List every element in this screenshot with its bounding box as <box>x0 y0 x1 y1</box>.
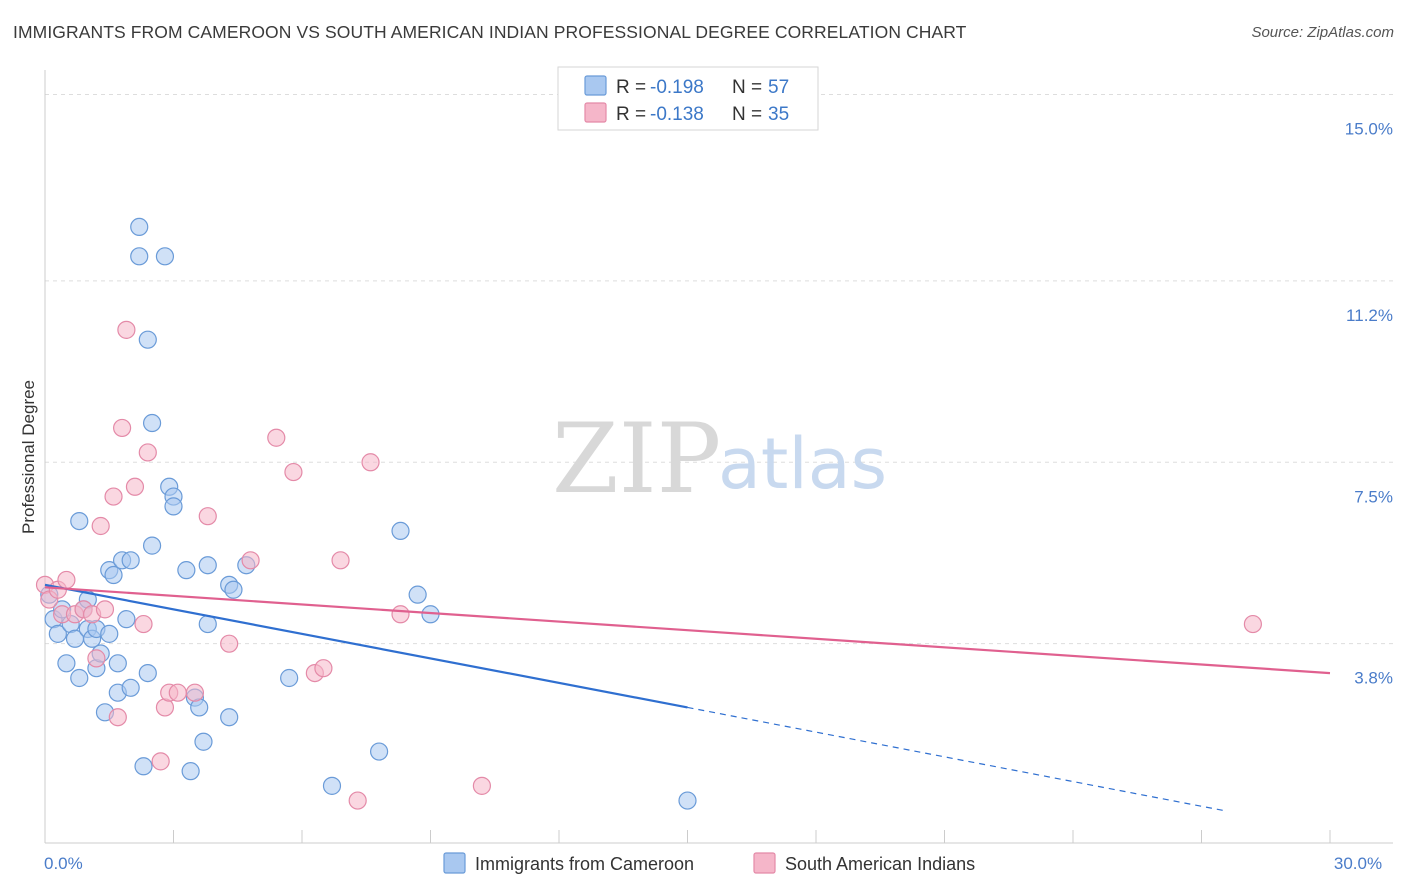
data-point-cameroon <box>130 217 149 237</box>
y-tick-label: 7.5% <box>1354 487 1393 506</box>
data-point-south-american-indians <box>198 507 217 526</box>
series-legend: Immigrants from Cameroon South American … <box>443 852 975 874</box>
x-tick-labels: 0.0% 30.0% <box>44 854 1382 873</box>
data-point-south-american-indians <box>151 752 170 771</box>
watermark-atlas: atlas <box>718 423 887 505</box>
data-point-cameroon <box>138 330 157 349</box>
legend-n-value-cameroon: 57 <box>768 77 789 98</box>
data-point-south-american-indians <box>87 649 106 668</box>
y-tick-label: 15.0% <box>1345 120 1393 139</box>
data-points <box>35 217 1263 810</box>
data-point-cameroon <box>134 757 153 776</box>
data-point-south-american-indians <box>284 462 303 482</box>
data-point-south-american-indians <box>361 453 380 472</box>
data-point-south-american-indians <box>472 776 491 795</box>
y-axis-label: Professional Degree <box>19 380 38 534</box>
data-point-south-american-indians <box>138 443 157 462</box>
series-legend-swatch-south-american-indians <box>753 852 776 874</box>
correlation-legend: R = -0.198 N = 57 R = -0.138 N = 35 <box>557 66 819 131</box>
data-point-cameroon <box>117 610 136 629</box>
data-point-south-american-indians <box>220 634 239 653</box>
data-point-cameroon <box>130 247 149 266</box>
data-point-south-american-indians <box>125 477 145 496</box>
x-tick-label: 0.0% <box>44 854 83 873</box>
y-tick-label: 3.8% <box>1354 669 1393 688</box>
data-point-cameroon <box>100 624 119 643</box>
data-point-south-american-indians <box>112 418 132 438</box>
legend-r-value-south-american-indians: -0.138 <box>650 104 704 125</box>
data-point-cameroon <box>155 247 175 266</box>
data-point-south-american-indians <box>267 428 286 447</box>
data-point-south-american-indians <box>91 516 110 536</box>
data-point-cameroon <box>121 551 140 570</box>
series-legend-label-south-american-indians: South American Indians <box>785 854 975 874</box>
x-tick-label: 30.0% <box>1334 854 1382 873</box>
data-point-cameroon <box>391 521 410 541</box>
data-point-cameroon <box>142 413 162 433</box>
data-point-cameroon <box>104 565 123 585</box>
data-point-south-american-indians <box>95 600 115 619</box>
data-point-cameroon <box>198 556 217 575</box>
data-point-south-american-indians <box>241 551 260 570</box>
data-point-south-american-indians <box>104 487 123 506</box>
data-point-cameroon <box>121 678 140 697</box>
data-point-cameroon <box>70 668 89 688</box>
data-point-south-american-indians <box>1243 614 1263 634</box>
trend-line-cameroon-extension <box>687 706 1224 811</box>
data-point-cameroon <box>370 742 389 761</box>
data-point-cameroon <box>181 762 200 781</box>
data-point-south-american-indians <box>331 551 350 570</box>
data-point-cameroon <box>138 663 157 683</box>
data-point-south-american-indians <box>168 683 187 702</box>
legend-swatch-cameroon <box>584 75 607 96</box>
axes <box>44 70 1393 844</box>
data-point-cameroon <box>108 654 127 673</box>
legend-r-value-cameroon: -0.198 <box>650 77 704 98</box>
data-point-cameroon <box>164 497 183 516</box>
data-point-south-american-indians <box>348 791 367 810</box>
series-legend-swatch-cameroon <box>443 852 466 874</box>
data-point-south-american-indians <box>134 614 153 634</box>
chart-title: IMMIGRANTS FROM CAMEROON VS SOUTH AMERIC… <box>13 22 967 42</box>
legend-r-label-cameroon: R = <box>616 77 646 98</box>
data-point-cameroon <box>57 654 76 673</box>
data-point-south-american-indians <box>57 570 76 590</box>
data-point-cameroon <box>70 511 89 531</box>
data-point-cameroon <box>408 585 427 604</box>
data-point-cameroon <box>224 580 243 599</box>
legend-n-label-cameroon: N = <box>732 77 762 98</box>
legend-swatch-south-american-indians <box>584 102 607 123</box>
data-point-cameroon <box>177 561 196 580</box>
data-point-cameroon <box>322 776 342 795</box>
watermark-zip: ZIP <box>552 403 721 515</box>
data-point-south-american-indians <box>108 708 127 727</box>
legend-n-value-south-american-indians: 35 <box>768 104 789 125</box>
trend-line-cameroon <box>44 583 688 709</box>
data-point-cameroon <box>142 536 162 555</box>
data-point-cameroon <box>194 732 213 751</box>
data-point-cameroon <box>48 624 67 643</box>
trend-line-south-american-indians <box>44 586 1331 675</box>
data-point-cameroon <box>280 668 299 688</box>
data-point-cameroon <box>220 708 239 727</box>
data-point-cameroon <box>678 791 697 810</box>
data-point-south-american-indians <box>391 605 410 624</box>
data-point-south-american-indians <box>185 683 205 702</box>
data-point-south-american-indians <box>117 320 136 339</box>
watermark: ZIP atlas <box>552 403 887 515</box>
chart-source: Source: ZipAtlas.com <box>1251 24 1394 41</box>
series-legend-label-cameroon: Immigrants from Cameroon <box>475 854 694 874</box>
trend-lines <box>44 583 1331 811</box>
data-point-south-american-indians <box>314 659 333 678</box>
y-tick-labels: 3.8% 7.5% 11.2% 15.0% <box>1345 120 1393 688</box>
y-tick-label: 11.2% <box>1346 306 1393 325</box>
grid-lines <box>45 94 1393 645</box>
legend-n-label-south-american-indians: N = <box>732 104 762 125</box>
legend-r-label-south-american-indians: R = <box>616 104 646 125</box>
